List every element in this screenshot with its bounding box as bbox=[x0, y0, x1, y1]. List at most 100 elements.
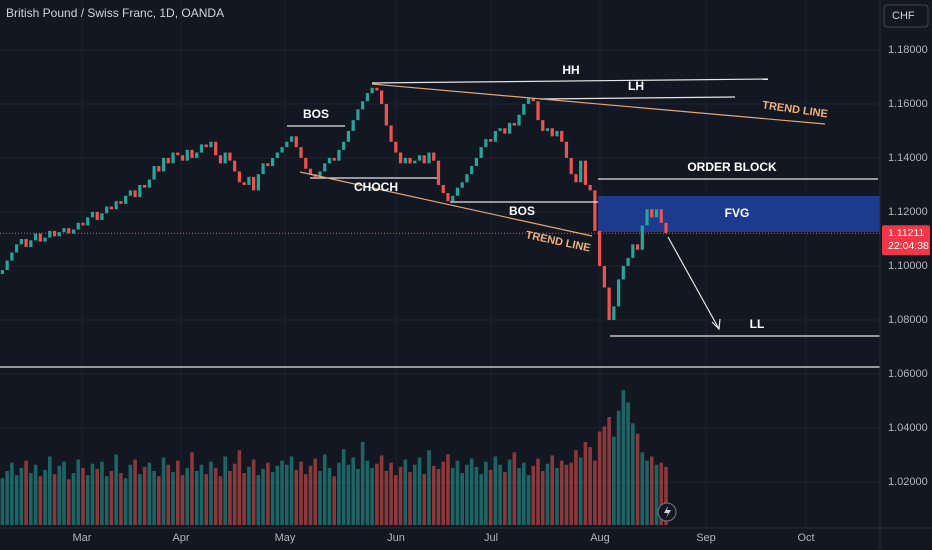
volume-bar bbox=[488, 469, 493, 525]
annotation: BOS bbox=[303, 107, 329, 121]
volume-bar bbox=[175, 460, 180, 525]
volume-bar bbox=[57, 465, 62, 525]
volume-bar bbox=[142, 466, 147, 525]
volume-bar bbox=[450, 467, 455, 525]
volume-bar bbox=[635, 433, 640, 525]
candle-body bbox=[621, 265, 625, 280]
volume-bar bbox=[123, 478, 128, 525]
candle-body bbox=[95, 211, 99, 221]
volume-bar bbox=[90, 463, 95, 525]
volume-bar bbox=[427, 450, 431, 525]
candle-body bbox=[237, 171, 241, 183]
candle-body bbox=[15, 244, 19, 253]
countdown: 22:04:38 bbox=[888, 240, 929, 252]
candle-body bbox=[261, 163, 265, 175]
volume-bar bbox=[185, 467, 190, 525]
candle-body bbox=[318, 171, 322, 177]
currency[interactable]: CHF bbox=[892, 10, 915, 22]
y-tick-label: 1.04000 bbox=[888, 422, 928, 434]
volume-bar bbox=[384, 471, 389, 525]
candle-body bbox=[517, 114, 521, 126]
volume-bar bbox=[194, 471, 199, 525]
candle-body bbox=[124, 195, 128, 204]
volume-bar bbox=[522, 462, 526, 525]
candle-body bbox=[365, 93, 369, 102]
candle-body bbox=[166, 157, 170, 164]
candle-body bbox=[427, 152, 431, 164]
candle-body bbox=[327, 157, 332, 164]
candle-body bbox=[304, 157, 308, 169]
volume-bar bbox=[612, 436, 616, 525]
volume-bar bbox=[559, 460, 564, 525]
volume-bar bbox=[251, 459, 256, 525]
volume-bar bbox=[403, 459, 408, 525]
candle-body bbox=[408, 157, 412, 164]
candle-body bbox=[71, 229, 76, 234]
volume-bar bbox=[659, 462, 664, 525]
volume-bar bbox=[616, 410, 621, 525]
volume-bar bbox=[237, 450, 242, 525]
volume-bar bbox=[597, 431, 602, 525]
candle-body bbox=[507, 122, 512, 134]
volume-bar bbox=[446, 454, 450, 525]
volume-bar bbox=[161, 457, 166, 525]
candle-body bbox=[626, 257, 630, 266]
candle-body bbox=[29, 240, 33, 248]
volume-bar bbox=[166, 464, 171, 525]
volume-bar bbox=[171, 472, 175, 525]
volume-bar bbox=[285, 464, 289, 525]
candle-body bbox=[446, 193, 450, 202]
volume-bar bbox=[379, 455, 384, 525]
candle-body bbox=[503, 128, 507, 134]
volume-bar bbox=[517, 467, 521, 525]
volume-bar bbox=[14, 475, 19, 525]
volume-bar bbox=[119, 473, 123, 525]
x-tick-label: Apr bbox=[172, 532, 189, 544]
fvg-zone bbox=[598, 196, 880, 232]
volume-bar bbox=[322, 454, 327, 525]
volume-bar bbox=[109, 471, 114, 525]
volume-bar bbox=[460, 473, 464, 525]
x-tick-label: Jun bbox=[387, 532, 405, 544]
volume-bar bbox=[370, 467, 374, 525]
volume-bar bbox=[649, 456, 654, 525]
volume-bar bbox=[19, 467, 24, 525]
volume-bar bbox=[48, 456, 52, 525]
candle-body bbox=[275, 152, 279, 158]
chart-title: British Pound / Swiss Franc, 1D, OANDA bbox=[6, 6, 224, 20]
x-tick-label: Mar bbox=[73, 532, 92, 544]
volume-bar bbox=[389, 462, 393, 525]
candle-body bbox=[62, 228, 66, 233]
volume-bar bbox=[24, 460, 28, 525]
volume-bar bbox=[640, 452, 645, 525]
volume-bar bbox=[29, 473, 33, 525]
currency-box[interactable] bbox=[883, 4, 929, 28]
candle-body bbox=[10, 252, 14, 261]
volume-bar bbox=[190, 452, 194, 525]
candle-body bbox=[308, 168, 313, 175]
volume-bar bbox=[128, 464, 133, 525]
volume-bar bbox=[242, 473, 246, 525]
candle-body bbox=[631, 244, 635, 258]
candle-body bbox=[512, 122, 516, 126]
candle-body bbox=[617, 279, 621, 307]
hh-line bbox=[371, 78, 769, 84]
candle-body bbox=[384, 103, 388, 126]
volume-bar bbox=[375, 463, 379, 525]
candle-body bbox=[342, 141, 346, 150]
volume-bar bbox=[493, 456, 498, 525]
candle-body bbox=[114, 201, 118, 210]
candle-body bbox=[564, 141, 569, 158]
volume-bar bbox=[408, 472, 412, 525]
y-tick-label: 1.12000 bbox=[888, 206, 928, 218]
volume-bar bbox=[564, 464, 569, 525]
lh-line bbox=[539, 96, 736, 100]
candle-body bbox=[138, 184, 142, 198]
candle-body bbox=[422, 155, 426, 164]
volume-bar bbox=[327, 467, 332, 525]
volume-bar bbox=[574, 450, 578, 525]
candle-body bbox=[161, 157, 166, 172]
volume-bar bbox=[545, 463, 550, 525]
candle-body bbox=[266, 163, 270, 167]
x-tick-label: Jul bbox=[484, 532, 498, 544]
